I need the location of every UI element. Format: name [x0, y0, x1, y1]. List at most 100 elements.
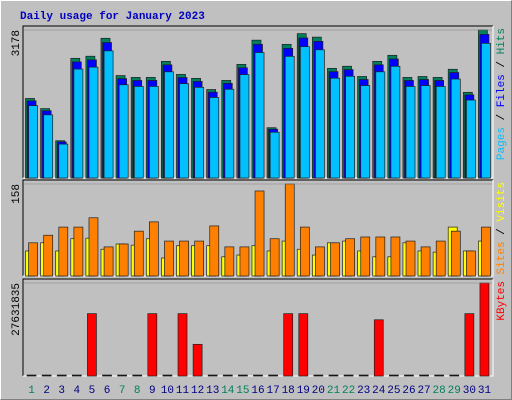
legend: Sites / Visits: [496, 182, 508, 274]
x-tick-label: 3: [58, 385, 65, 397]
bar: [43, 114, 54, 179]
bar: [405, 240, 416, 277]
bar: [479, 282, 490, 377]
bar: [87, 313, 97, 377]
y-tick-label: 27631835: [11, 283, 23, 336]
x-tick-label: 30: [463, 385, 476, 397]
bar: [73, 226, 84, 277]
bar: [254, 190, 265, 277]
bar: [375, 71, 386, 179]
bar: [58, 226, 69, 277]
bar: [345, 75, 355, 179]
bar: [315, 49, 325, 179]
bar: [283, 313, 294, 377]
panel-frame: [22, 179, 493, 276]
x-tick-label: 18: [282, 385, 295, 397]
bar: [269, 131, 280, 179]
x-tick-label: 31: [478, 385, 492, 397]
bar: [360, 85, 371, 179]
bar: [224, 246, 235, 277]
bar: [268, 374, 278, 377]
x-tick-label: 1: [28, 385, 35, 397]
bar: [71, 374, 82, 377]
bar: [450, 78, 461, 179]
y-tick-label: 3178: [11, 30, 23, 56]
x-tick-label: 20: [312, 385, 325, 397]
legend-entry: Files: [496, 74, 508, 107]
bar: [466, 250, 476, 277]
legend-entry: Visits: [496, 182, 508, 222]
bar: [209, 97, 220, 179]
x-tick-label: 27: [417, 385, 430, 397]
bar: [28, 105, 38, 179]
x-tick-label: 17: [266, 385, 279, 397]
bar: [164, 240, 174, 277]
chart-title: Daily usage for January 2023: [20, 11, 205, 23]
bar: [420, 85, 431, 179]
x-tick-label: 6: [104, 385, 111, 397]
legend-separator: /: [496, 222, 508, 242]
bar: [299, 226, 310, 277]
bar: [298, 313, 309, 377]
bar: [464, 313, 475, 377]
bar: [133, 230, 144, 277]
bar: [209, 225, 220, 277]
bar: [147, 313, 158, 377]
bar: [192, 343, 203, 377]
bar: [343, 374, 354, 377]
bar: [118, 243, 129, 277]
bar: [179, 83, 189, 179]
bar: [481, 42, 491, 179]
bar: [389, 374, 399, 377]
bar: [56, 374, 67, 377]
bar: [390, 65, 401, 179]
bar: [466, 99, 476, 179]
bar: [239, 74, 250, 179]
bar: [41, 374, 52, 377]
legend-entry: KBytes: [496, 281, 508, 321]
bar: [360, 236, 371, 277]
bar: [194, 86, 205, 179]
bar: [450, 230, 461, 277]
bar: [328, 374, 339, 377]
bar: [149, 221, 159, 277]
bar: [254, 52, 265, 179]
panel-frame: [22, 25, 493, 178]
bar: [390, 236, 401, 277]
legend-entry: Sites: [496, 241, 508, 274]
legend-separator: /: [496, 54, 508, 74]
bar: [103, 246, 114, 277]
bar: [118, 84, 129, 179]
legend: KBytes: [496, 281, 508, 321]
bar: [26, 374, 37, 377]
x-tick-label: 24: [372, 385, 386, 397]
bar: [207, 374, 218, 377]
bar: [405, 86, 416, 179]
bar: [162, 374, 173, 377]
bar: [88, 66, 99, 179]
bar: [269, 238, 280, 277]
bar: [481, 226, 491, 277]
y-tick-label: 158: [11, 184, 23, 204]
bar: [149, 86, 159, 179]
bar: [373, 319, 384, 377]
bar: [330, 77, 340, 179]
x-tick-label: 11: [176, 385, 190, 397]
x-tick-label: 9: [149, 385, 156, 397]
bar: [299, 46, 310, 179]
bar: [43, 234, 54, 277]
bar: [404, 374, 414, 377]
x-tick-label: 29: [448, 385, 461, 397]
x-tick-label: 21: [327, 385, 341, 397]
bar: [435, 86, 446, 179]
x-tick-label: 4: [74, 385, 81, 397]
legend-entry: Hits: [496, 28, 508, 54]
bar: [238, 374, 248, 377]
bar: [194, 240, 205, 277]
bar: [133, 86, 144, 179]
bar: [358, 374, 369, 377]
bar: [102, 374, 112, 377]
bar: [284, 56, 295, 179]
